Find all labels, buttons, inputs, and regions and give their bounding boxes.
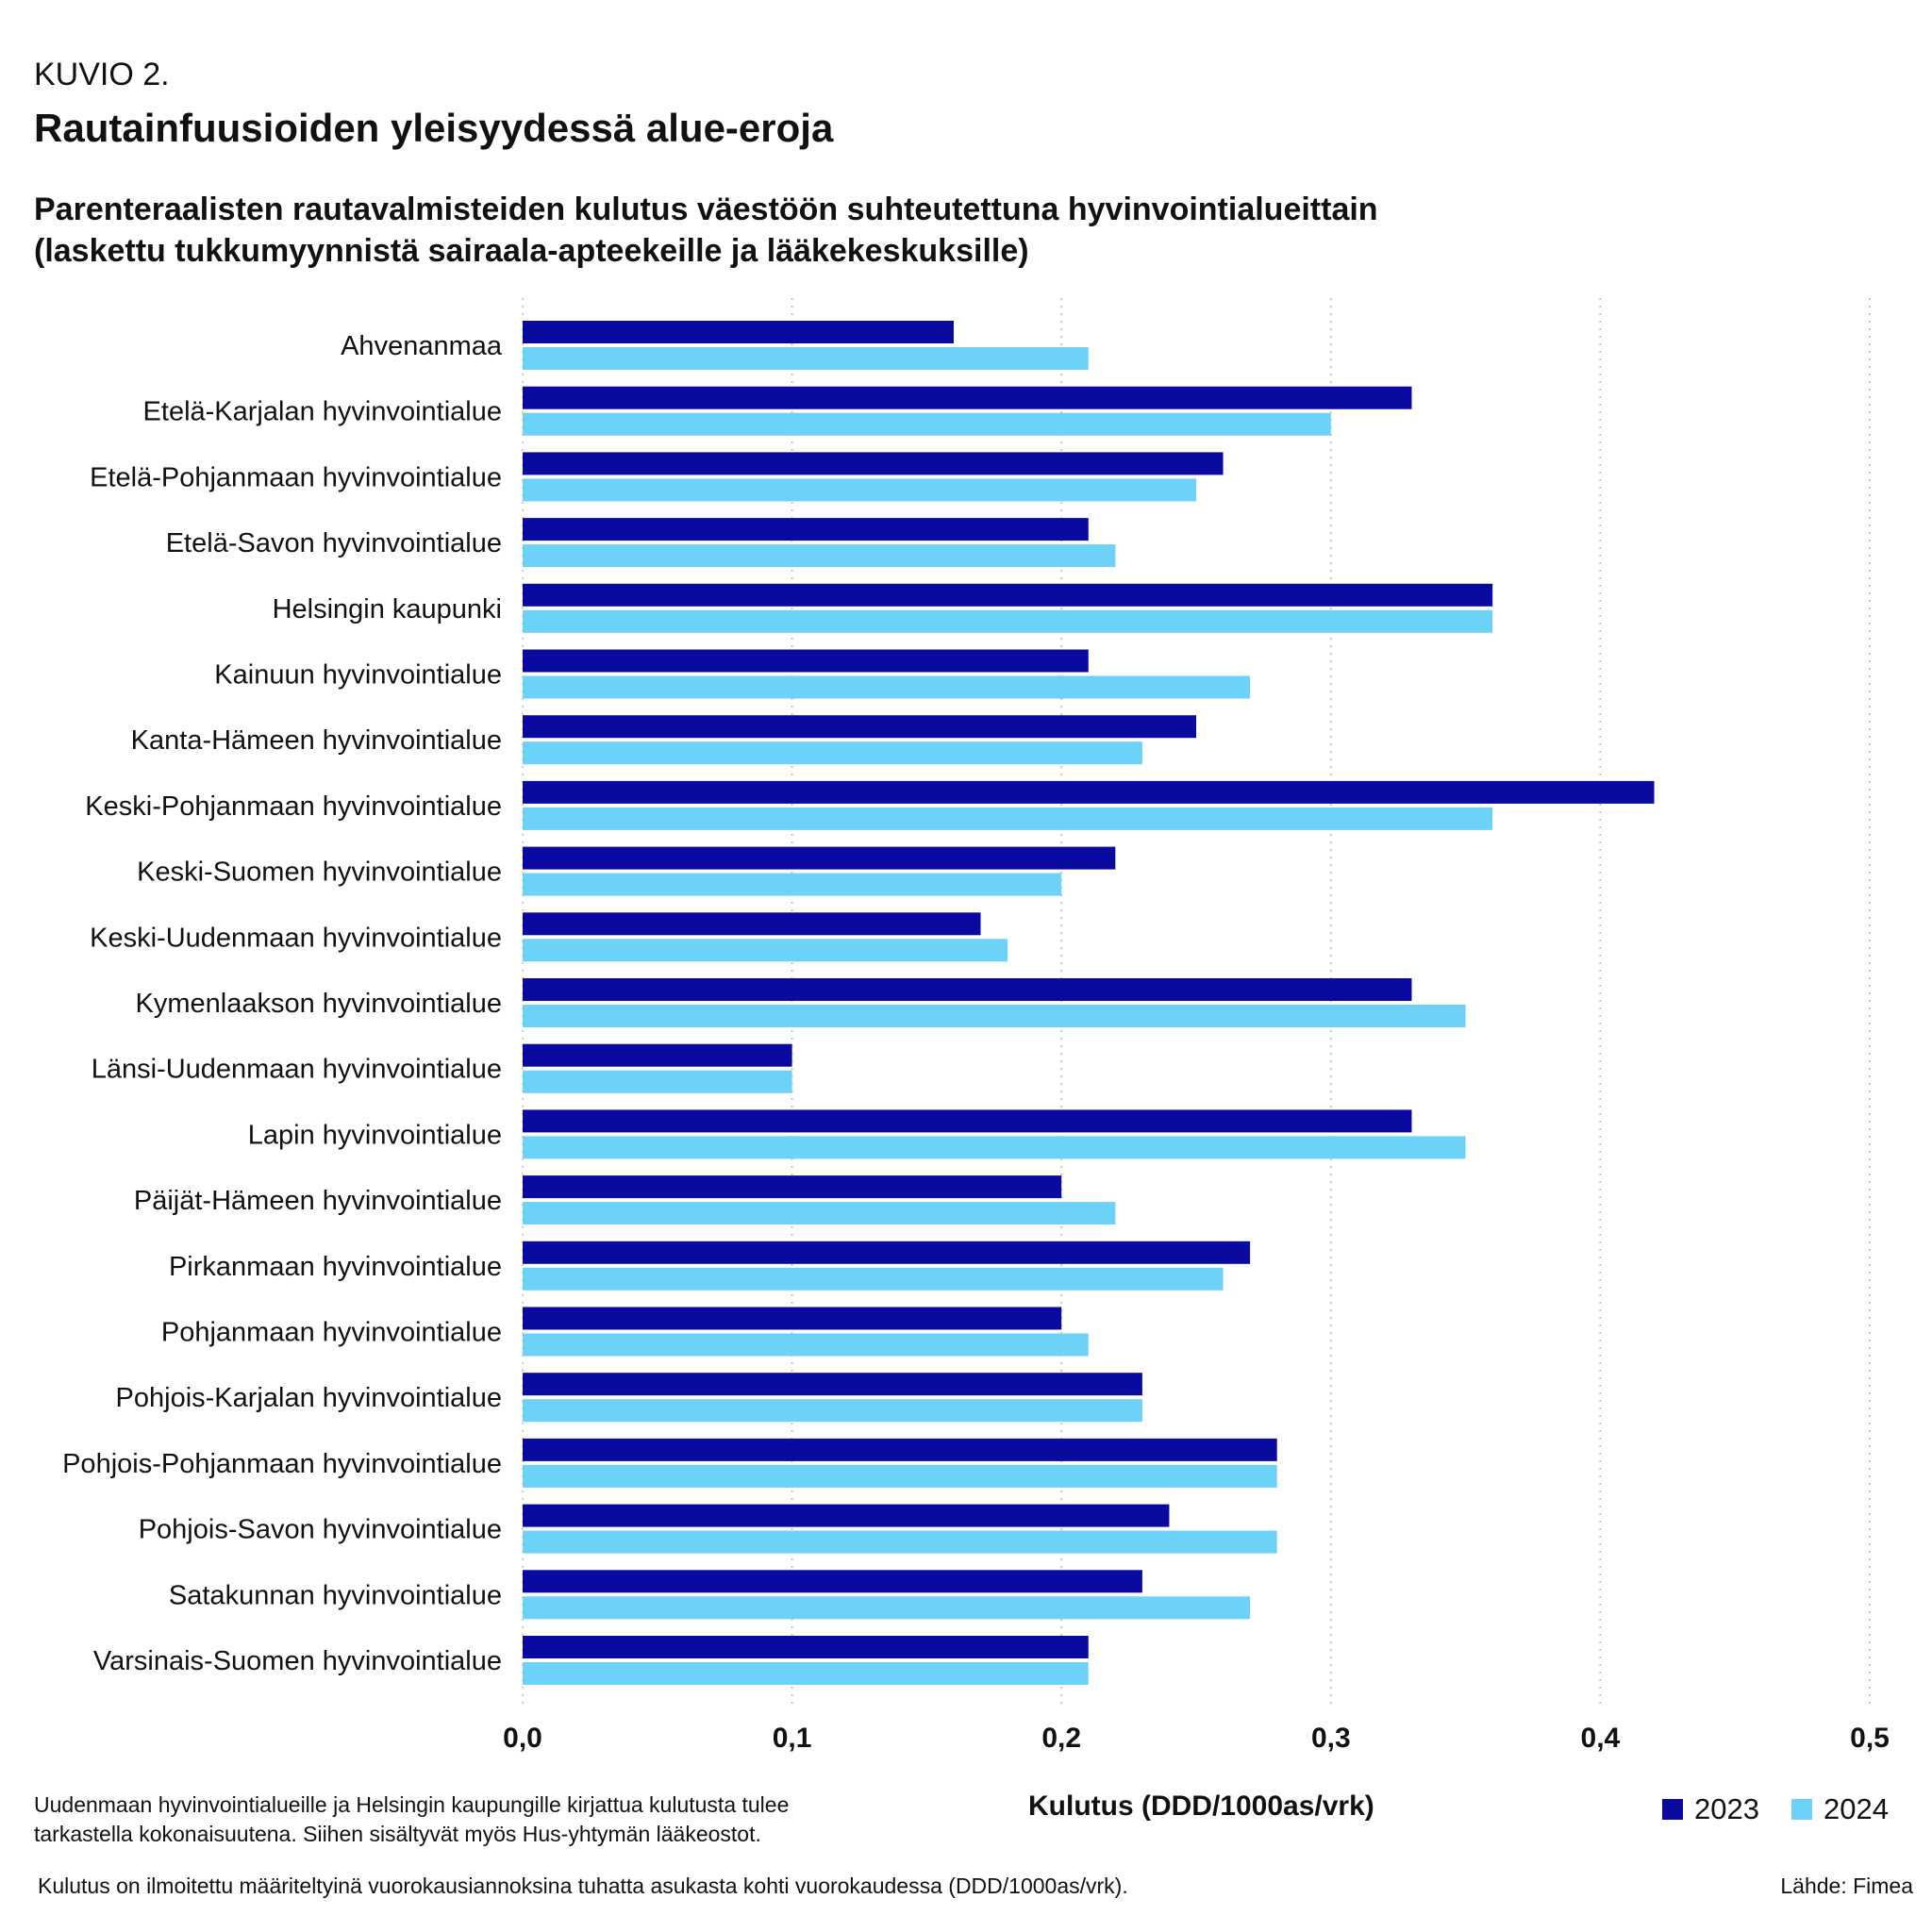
legend-swatch-2023 [1662,1799,1683,1820]
category-label: Lapin hyvinvointialue [248,1120,502,1150]
bar-2024-etela-savon-hyvinvointialue [523,544,1116,568]
category-label: Länsi-Uudenmaan hyvinvointialue [92,1055,502,1085]
regional-note-line-2: tarkastella kokonaisuutena. Siihen sisäl… [34,1822,761,1846]
bar-2023-pohjois-karjalan-hyvinvointialue [523,1373,1142,1396]
bars-layer [523,321,1655,1685]
bar-2024-keski-pohjanmaan-hyvinvointialue [523,807,1493,830]
bar-2024-kymenlaakson-hyvinvointialue [523,1005,1466,1027]
bar-2024-kanta-hameen-hyvinvointialue [523,741,1142,765]
category-labels-layer: Ahvenanmaa Etelä-Karjalan hyvinvointialue… [62,331,503,1676]
bar-2024-pirkanmaan-hyvinvointialue [523,1267,1224,1291]
x-tick-label: 0,3 [1311,1723,1351,1754]
category-label: Satakunnan hyvinvointialue [169,1580,502,1610]
unit-footnote: Kulutus on ilmoitettu määriteltyinä vuor… [38,1874,1128,1898]
category-label: Etelä-Pohjanmaan hyvinvointialue [90,462,502,492]
bar-chart: Ahvenanmaa Etelä-Karjalan hyvinvointialue… [62,298,1890,1754]
category-label: Kymenlaakson hyvinvointialue [136,989,503,1019]
bar-2024-satakunnan-hyvinvointialue [523,1596,1251,1620]
tick-labels-layer: 0,0 0,1 0,2 0,3 0,4 0,5 [503,1723,1890,1754]
x-tick-label: 0,1 [773,1723,812,1754]
bar-2023-varsinais-suomen-hyvinvointialue [523,1636,1089,1658]
bar-2023-lapin-hyvinvointialue [523,1109,1412,1133]
category-label: Pirkanmaan hyvinvointialue [169,1252,502,1282]
x-axis-label: Kulutus (DDD/1000as/vrk) [1028,1790,1374,1822]
category-label: Etelä-Savon hyvinvointialue [166,528,502,558]
bar-2023-satakunnan-hyvinvointialue [523,1570,1142,1593]
bar-2023-pohjanmaan-hyvinvointialue [523,1307,1062,1330]
x-tick-label: 0,0 [503,1723,542,1754]
category-label: Helsingin kaupunki [273,594,502,625]
bar-2023-keski-pohjanmaan-hyvinvointialue [523,780,1655,804]
bar-2023-pirkanmaan-hyvinvointialue [523,1241,1251,1264]
regional-note-line-1: Uudenmaan hyvinvointialueille ja Helsing… [34,1792,790,1817]
bar-2023-keski-uudenmaan-hyvinvointialue [523,912,981,936]
bar-2024-varsinais-suomen-hyvinvointialue [523,1662,1089,1685]
category-label: Kanta-Hämeen hyvinvointialue [131,725,502,756]
bar-2023-etela-pohjanmaan-hyvinvointialue [523,452,1224,475]
regional-note: Uudenmaan hyvinvointialueille ja Helsing… [34,1790,789,1849]
category-label: Kainuun hyvinvointialue [214,660,502,691]
bar-2023-etela-karjalan-hyvinvointialue [523,386,1412,409]
category-label: Varsinais-Suomen hyvinvointialue [93,1646,502,1676]
category-label: Etelä-Karjalan hyvinvointialue [143,397,502,427]
chart-subtitle: Parenteraalisten rautavalmisteiden kulut… [34,189,1543,272]
category-label: Ahvenanmaa [341,331,503,361]
bar-2024-ahvenanmaa [523,347,1089,370]
bar-2024-kainuun-hyvinvointialue [523,675,1251,699]
category-label: Keski-Suomen hyvinvointialue [137,858,502,888]
category-label: Keski-Pohjanmaan hyvinvointialue [85,791,502,822]
bar-2024-paijat-hameen-hyvinvointialue [523,1202,1116,1225]
legend-item-2024: 2024 [1790,1792,1889,1826]
category-label: Keski-Uudenmaan hyvinvointialue [90,923,502,953]
source-credit: Lähde: Fimea [1780,1874,1913,1898]
x-tick-label: 0,5 [1850,1723,1890,1754]
bar-2024-etela-karjalan-hyvinvointialue [523,412,1331,436]
legend-label-2024: 2024 [1823,1792,1889,1825]
bar-2023-pohjois-savon-hyvinvointialue [523,1504,1170,1527]
legend: 2023 2024 [1662,1792,1889,1826]
category-label: Pohjois-Karjalan hyvinvointialue [116,1383,502,1413]
bar-2024-pohjois-savon-hyvinvointialue [523,1530,1277,1554]
bar-2024-etela-pohjanmaan-hyvinvointialue [523,478,1196,502]
bar-2023-kainuun-hyvinvointialue [523,649,1089,673]
bar-2024-pohjanmaan-hyvinvointialue [523,1333,1089,1357]
bar-2024-pohjois-karjalan-hyvinvointialue [523,1399,1142,1423]
chart-subtitle-line-1: Parenteraalisten rautavalmisteiden kulut… [34,192,1378,227]
legend-item-2023: 2023 [1662,1792,1759,1826]
category-label: Pohjois-Pohjanmaan hyvinvointialue [62,1449,502,1479]
bar-2023-helsingin-kaupunki [523,583,1493,607]
bar-2024-keski-suomen-hyvinvointialue [523,873,1062,896]
bar-2023-pohjois-pohjanmaan-hyvinvointialue [523,1438,1277,1461]
bar-2023-etela-savon-hyvinvointialue [523,518,1089,541]
x-tick-label: 0,4 [1581,1723,1621,1754]
legend-label-2023: 2023 [1694,1792,1759,1825]
bar-2024-helsingin-kaupunki [523,609,1493,633]
bar-2023-kymenlaakson-hyvinvointialue [523,978,1412,1001]
bar-2024-lapin-hyvinvointialue [523,1136,1466,1159]
figure-kicker: KUVIO 2. [34,57,170,92]
bar-2024-pohjois-pohjanmaan-hyvinvointialue [523,1464,1277,1488]
chart-subtitle-line-2: (laskettu tukkumyynnistä sairaala-apteek… [34,233,1029,269]
x-tick-label: 0,2 [1041,1723,1081,1754]
bar-2024-lansi-uudenmaan-hyvinvointialue [523,1070,792,1093]
legend-swatch-2024 [1790,1799,1812,1820]
bar-2023-lansi-uudenmaan-hyvinvointialue [523,1043,792,1067]
bar-2023-keski-suomen-hyvinvointialue [523,846,1116,870]
bar-2024-keski-uudenmaan-hyvinvointialue [523,939,1008,962]
category-label: Pohjanmaan hyvinvointialue [161,1318,502,1348]
bar-2023-ahvenanmaa [523,321,954,343]
figure-headline: Rautainfuusioiden yleisyydessä alue-eroj… [34,106,834,150]
category-label: Pohjois-Savon hyvinvointialue [139,1515,502,1545]
category-label: Päijät-Hämeen hyvinvointialue [134,1186,502,1216]
bar-2023-kanta-hameen-hyvinvointialue [523,715,1196,739]
bar-2023-paijat-hameen-hyvinvointialue [523,1175,1062,1199]
